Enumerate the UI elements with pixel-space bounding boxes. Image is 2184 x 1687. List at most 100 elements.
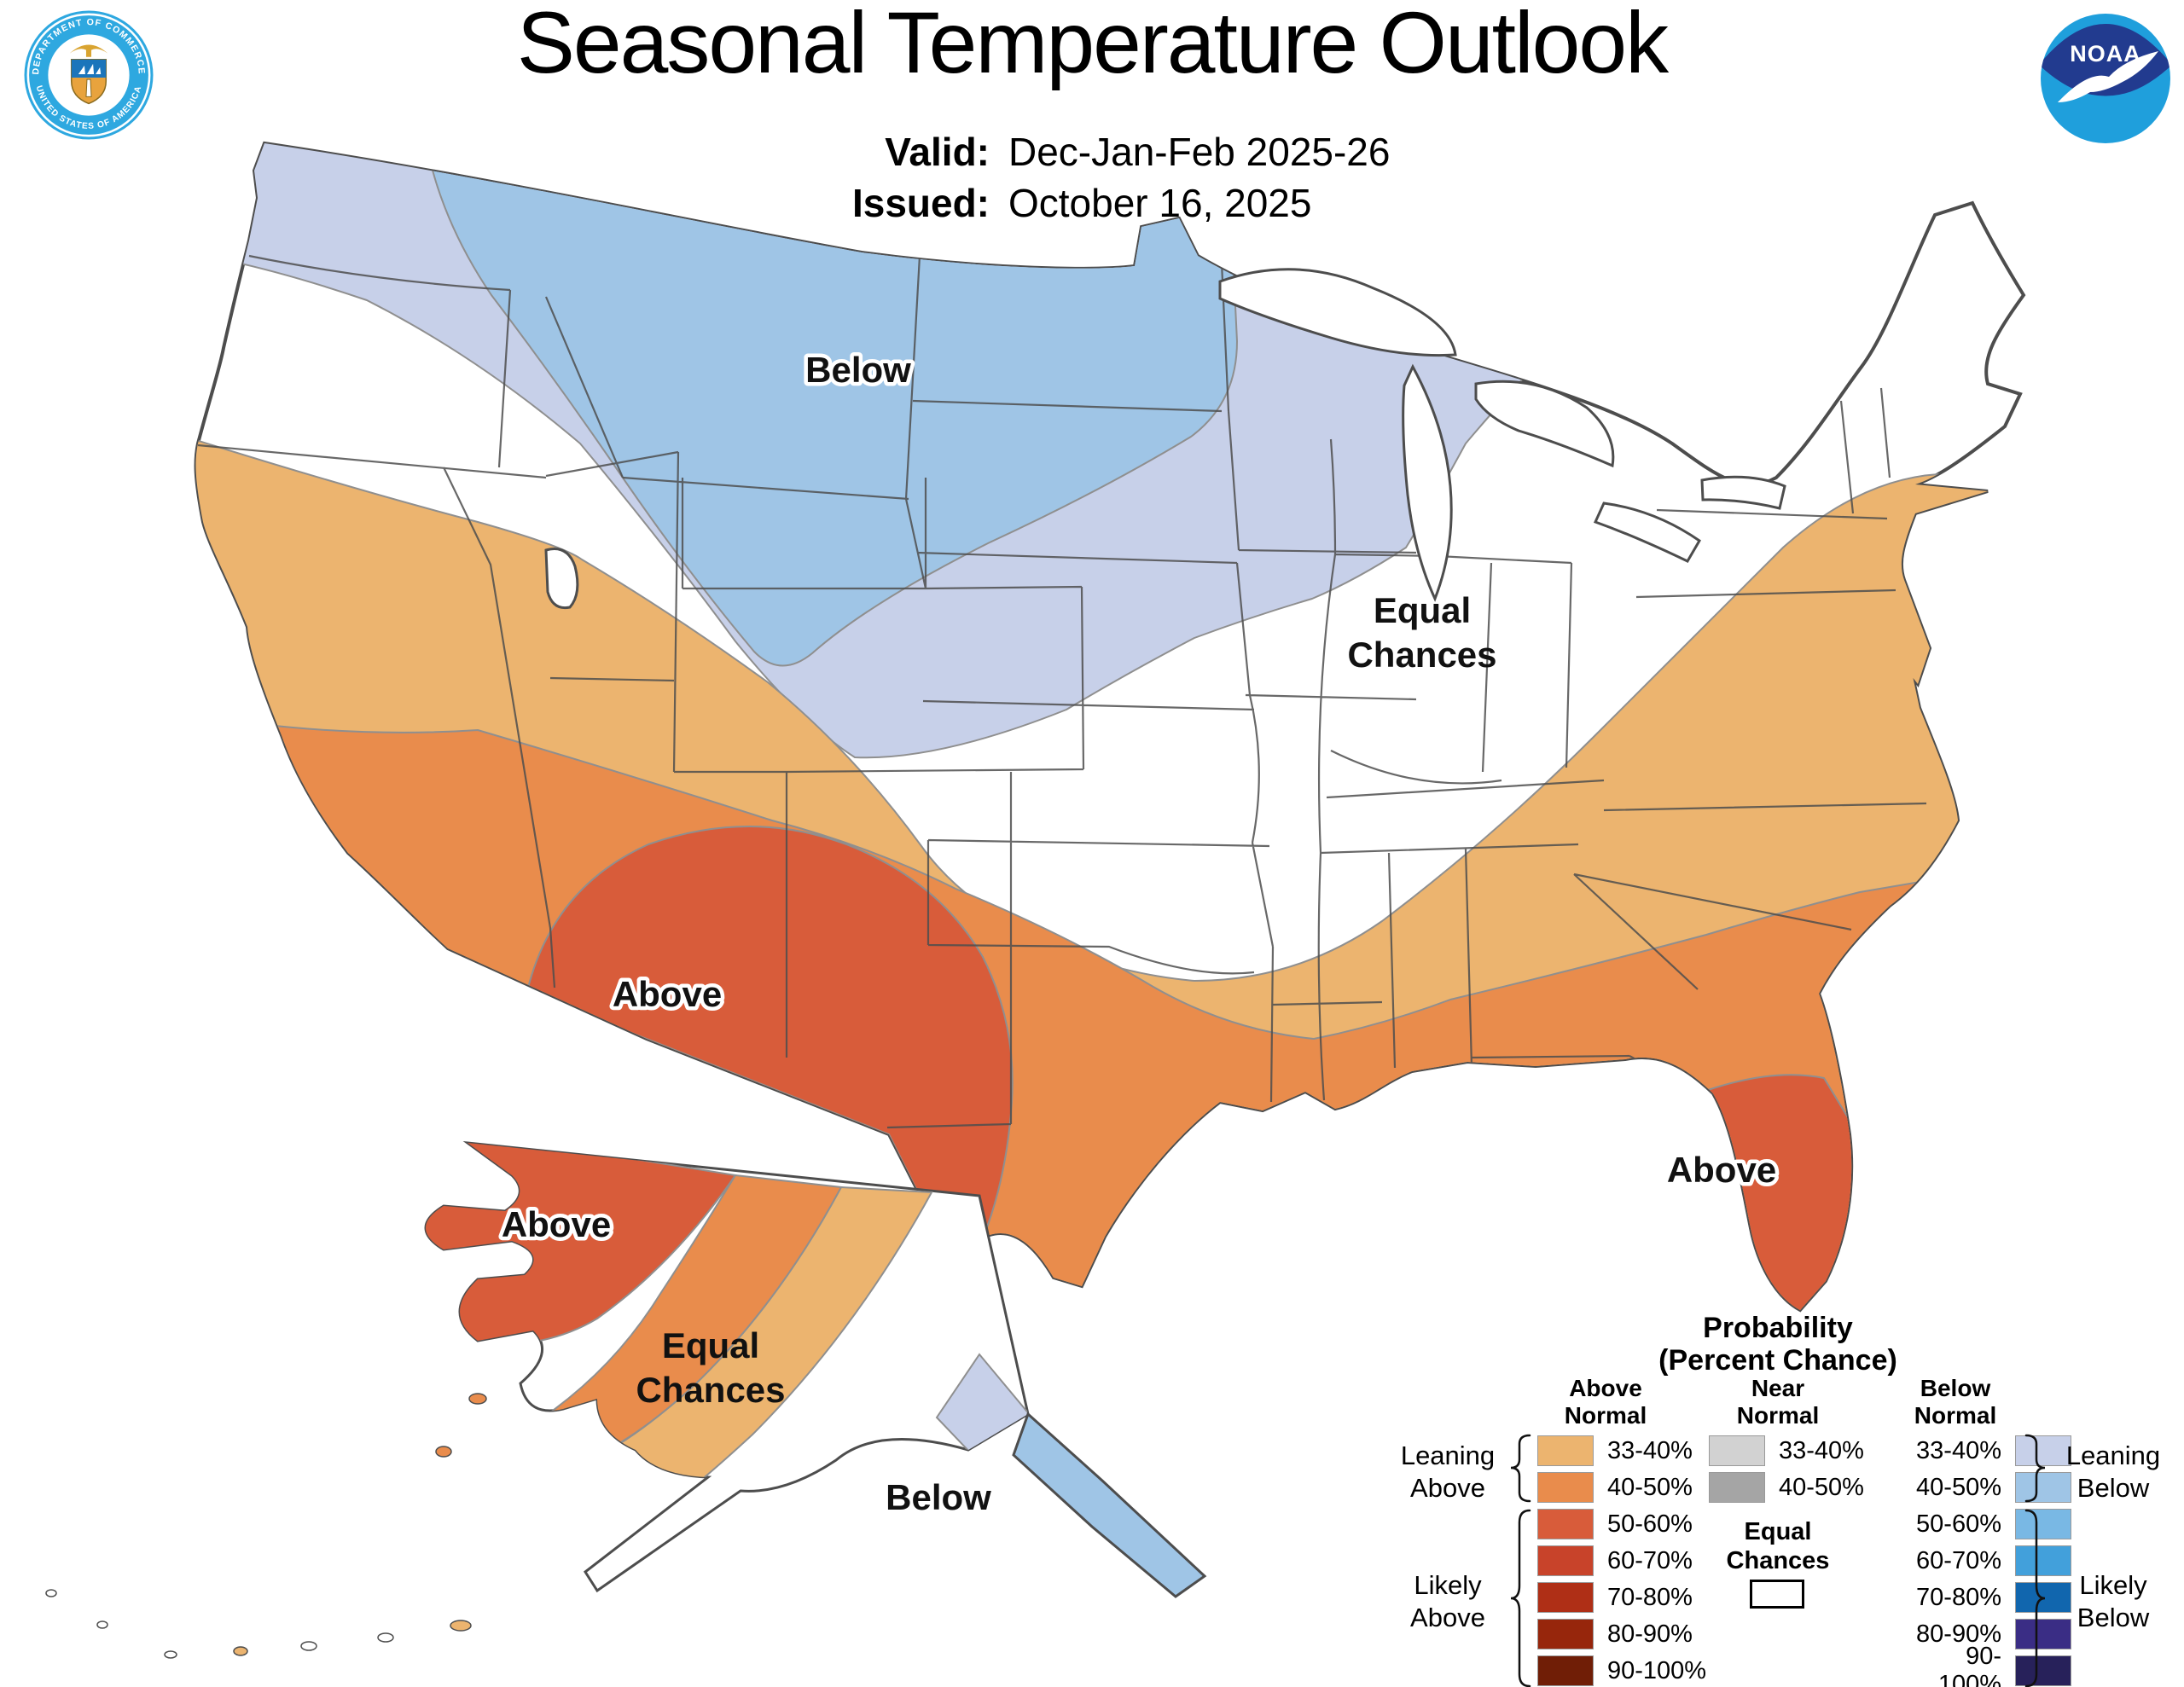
legend-header-near-normal: Near Normal [1736, 1375, 1820, 1429]
legend-row: 50-60% [1908, 1509, 2071, 1539]
map-label-equal-line2: Chances [1347, 635, 1496, 675]
region-above-50-60-florida [1706, 1074, 1860, 1310]
great-lakes [544, 268, 1786, 610]
legend-row: 33-40% [1537, 1435, 1706, 1466]
legend-row: 70-80% [1537, 1582, 1706, 1613]
legend-range-label: 50-60% [1916, 1510, 2001, 1538]
legend-swatch-above-80-90 [1537, 1619, 1594, 1649]
issued-value: October 16, 2025 [1008, 181, 1312, 225]
legend-swatch-above-90-100 [1537, 1655, 1594, 1686]
noaa-logo: NOAA [2041, 14, 2170, 143]
legend-row: 33-40% [1709, 1435, 1864, 1466]
issued-label: Issued: [851, 181, 990, 225]
legend-row: 50-60% [1537, 1509, 1706, 1539]
legend-row: 90-100% [1908, 1643, 2071, 1687]
lake-huron [1474, 380, 1615, 468]
legend-brace-leaning-above [1510, 1434, 1531, 1503]
valid-label: Valid: [885, 130, 990, 174]
legend-equal-chances-swatch [1750, 1580, 1804, 1609]
legend-range-label: 40-50% [1607, 1473, 1693, 1501]
legend-label-likely-above: Likely Above [1410, 1570, 1485, 1632]
legend-title-line1: Probability [1703, 1312, 1853, 1344]
legend-equal-line1: Equal [1744, 1518, 1812, 1545]
legend-row: 40-50% [1537, 1472, 1706, 1503]
legend-swatch-above-60-70 [1537, 1545, 1594, 1576]
page-title: Seasonal Temperature Outlook [516, 0, 1669, 91]
legend-row: 70-80% [1908, 1582, 2071, 1613]
legend-row: 80-90% [1537, 1619, 1706, 1649]
map-label-alaska-below: Below [886, 1477, 991, 1517]
legend-swatch-near-33-40 [1709, 1435, 1765, 1466]
map-label-equal-line1: Equal [1374, 590, 1471, 630]
legend-brace-leaning-below [2024, 1434, 2046, 1503]
legend-range-label: 80-90% [1916, 1620, 2001, 1648]
map-label-above-southwest: Above [613, 974, 722, 1014]
legend-range-label: 90-100% [1607, 1656, 1707, 1684]
region-above-50-60-southwest [526, 826, 1014, 1240]
lake-michigan [1402, 363, 1453, 602]
lake-erie [1593, 501, 1701, 563]
legend-range-label: 40-50% [1779, 1473, 1864, 1501]
map-label-below-conus: Below [805, 350, 911, 390]
legend-range-label: 60-70% [1916, 1546, 2001, 1574]
legend-column-near-normal: 33-40% 40-50% [1709, 1435, 1864, 1503]
legend-swatch-above-50-60 [1537, 1509, 1594, 1539]
legend-range-label: 33-40% [1607, 1436, 1693, 1464]
legend-range-label: 90-100% [1937, 1643, 2001, 1687]
lake-superior [1218, 268, 1457, 357]
legend-row: 80-90% [1908, 1619, 2071, 1649]
legend-label-leaning-below: Leaning Below [2065, 1441, 2161, 1503]
valid-value: Dec-Jan-Feb 2025-26 [1008, 130, 1391, 174]
legend-column-above-normal: 33-40% 40-50% 50-60% 60-70% 70-80% 80-90… [1537, 1435, 1706, 1686]
legend-range-label: 50-60% [1607, 1510, 1693, 1538]
legend-range-label: 33-40% [1916, 1436, 2001, 1464]
map-label-above-florida: Above [1667, 1150, 1776, 1190]
state-borders [197, 254, 1927, 1129]
legend-swatch-above-70-80 [1537, 1582, 1594, 1613]
legend-range-label: 60-70% [1607, 1546, 1693, 1574]
noaa-logo-dark-fan [2041, 24, 2170, 96]
legend-range-label: 33-40% [1779, 1436, 1864, 1464]
legend-row: 40-50% [1709, 1472, 1864, 1503]
legend-title-line2: (Percent Chance) [1658, 1344, 1897, 1377]
legend-equal-chances-label: Equal Chances [1693, 1517, 1863, 1575]
legend-range-label: 40-50% [1916, 1473, 2001, 1501]
map-label-alaska-above: Above [502, 1204, 611, 1244]
legend-brace-likely-below [2024, 1509, 2046, 1687]
doc-seal-ship-icon [78, 63, 102, 74]
legend-swatch-below-40-50 [2015, 1472, 2071, 1503]
legend-equal-line2: Chances [1726, 1547, 1830, 1574]
legend-column-below-normal: 33-40% 40-50% 50-60% 60-70% 70-80% 80-90… [1908, 1435, 2071, 1687]
legend-row: 33-40% [1908, 1435, 2071, 1466]
legend-row: 40-50% [1908, 1472, 2071, 1503]
great-salt-lake [544, 548, 579, 610]
legend-swatch-below-50-60 [2015, 1509, 2071, 1539]
map-label-alaska-equal-line1: Equal [662, 1325, 759, 1365]
legend-label-likely-below: Likely Below [2077, 1570, 2150, 1632]
legend-swatch-above-33-40 [1537, 1435, 1594, 1466]
legend-swatch-below-33-40 [2015, 1435, 2071, 1466]
legend-swatch-near-40-50 [1709, 1472, 1765, 1503]
legend-header-above-normal: Above Normal [1564, 1375, 1647, 1429]
department-of-commerce-seal: DEPARTMENT OF COMMERCE UNITED STATES OF … [24, 10, 154, 140]
legend-range-label: 70-80% [1607, 1583, 1693, 1611]
legend-swatch-below-60-70 [2015, 1545, 2071, 1576]
legend-row: 90-100% [1537, 1655, 1706, 1686]
legend-range-label: 70-80% [1916, 1583, 2001, 1611]
legend-swatch-below-80-90 [2015, 1619, 2071, 1649]
legend-header-below-normal: Below Normal [1914, 1375, 1997, 1429]
map-label-alaska-equal-line2: Chances [636, 1370, 785, 1410]
doc-seal-eagle-icon [69, 44, 108, 57]
aleutian-islands [45, 1393, 487, 1659]
doc-seal-lighthouse-icon [85, 78, 92, 97]
legend-row: 60-70% [1908, 1545, 2071, 1576]
legend-swatch-below-90-100 [2015, 1655, 2071, 1686]
meta-block: Valid: Dec-Jan-Feb 2025-26 Issued: Octob… [546, 126, 1655, 229]
legend-swatch-above-40-50 [1537, 1472, 1594, 1503]
noaa-seagull-icon [2058, 51, 2158, 102]
legend-swatch-below-70-80 [2015, 1582, 2071, 1613]
noaa-logo-text: NOAA [2070, 41, 2141, 67]
legend-brace-likely-above [1510, 1509, 1531, 1687]
